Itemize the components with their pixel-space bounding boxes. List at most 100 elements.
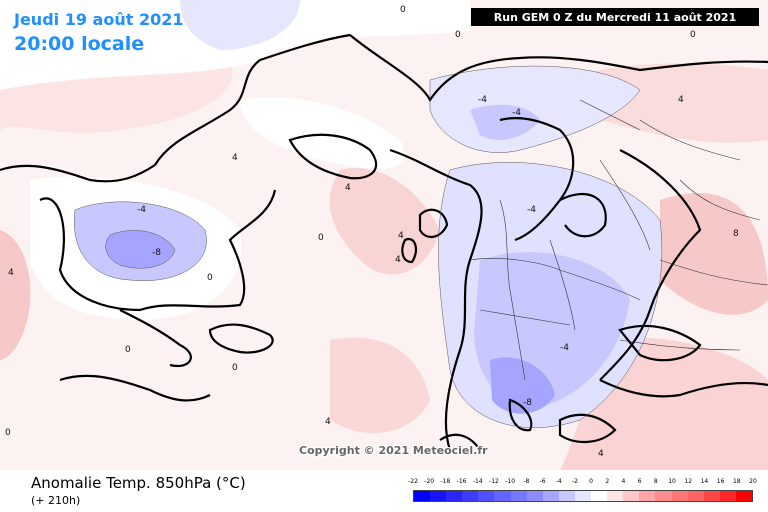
border-line <box>639 119 741 161</box>
color-legend: -22 -20 -18 -16 -14 -12 -10 -8 -6 -4 -2 0 2 4 6 8 10 12 14… <box>408 478 757 508</box>
coastline <box>401 237 418 264</box>
country-borders <box>469 99 768 381</box>
contour-label: 0 <box>207 273 213 283</box>
legend-tick-label: -14 <box>472 478 483 485</box>
legend-swatch <box>703 491 720 501</box>
legend-tick-label: -12 <box>489 478 499 485</box>
legend-tick-label: -22 <box>408 478 418 485</box>
legend-tick-label: -20 <box>424 478 435 485</box>
contour-label: 0 <box>125 345 131 355</box>
warm-anomaly-area <box>0 230 31 360</box>
coastline <box>558 413 617 444</box>
coastline <box>39 189 277 312</box>
legend-tick-label: -16 <box>456 478 467 485</box>
coastline <box>208 323 274 354</box>
contour-label: 4 <box>678 95 684 105</box>
legend-swatch <box>462 491 479 501</box>
legend-tick-label: 0 <box>589 478 594 485</box>
legend-swatch <box>430 491 447 501</box>
border-line <box>619 339 741 351</box>
copyright-notice: Copyright © 2021 Meteociel.fr <box>299 444 488 457</box>
contour-label: 0 <box>455 30 461 40</box>
legend-tick-labels: -22 -20 -18 -16 -14 -12 -10 -8 -6 -4 -2 0 2 4 6 8 10 12 14… <box>408 478 757 488</box>
legend-tick-label: -18 <box>440 478 451 485</box>
contour-label: 0 <box>690 30 696 40</box>
coastline <box>599 379 768 398</box>
legend-swatch <box>655 491 672 501</box>
legend-tick-label: -8 <box>523 478 530 485</box>
border-line <box>499 199 526 381</box>
contour-line <box>74 201 207 281</box>
contour-label: 4 <box>232 153 238 163</box>
border-line <box>579 99 641 131</box>
coastline <box>154 33 351 166</box>
coastline <box>59 374 211 402</box>
legend-swatch <box>719 491 736 501</box>
anomaly-map-svg: -4 -8 0 4 4 4 4 -4 -4 -4 -4 -8 4 8 4 4 4 0 0 0 0 0 0 0 <box>0 0 768 470</box>
contour-label: 4 <box>598 449 604 459</box>
warm-anomaly-area <box>329 168 440 275</box>
contour-label: -4 <box>560 343 569 353</box>
coastline <box>349 34 768 103</box>
contour-label: 8 <box>733 229 739 239</box>
neutral-anomaly-area <box>240 97 404 169</box>
coastline <box>618 324 702 362</box>
legend-tick-label: 16 <box>716 478 725 485</box>
coastlines <box>0 33 768 451</box>
contour-label: 4 <box>398 231 404 241</box>
contour-line <box>429 65 641 153</box>
legend-swatch <box>607 491 624 501</box>
legend-swatch <box>623 491 640 501</box>
lead-time: (+ 210h) <box>31 494 81 507</box>
legend-swatch <box>494 491 511 501</box>
legend-tick-label: 10 <box>668 478 676 485</box>
contour-lines <box>74 65 663 428</box>
contour-label: -8 <box>523 398 532 408</box>
contour-label: -4 <box>137 205 146 215</box>
contour-label: 4 <box>395 255 401 265</box>
legend-swatch <box>591 491 608 501</box>
forecast-map: -4 -8 0 4 4 4 4 -4 -4 -4 -4 -8 4 8 4 4 4 0 0 0 0 0 0 0 Jeudi 19… <box>0 0 768 470</box>
contour-label: 0 <box>318 233 324 243</box>
border-line <box>659 259 768 286</box>
legend-tick-label: 2 <box>605 478 610 485</box>
contour-line <box>105 230 176 269</box>
coastline <box>119 309 192 368</box>
legend-tick-label: 8 <box>653 478 658 485</box>
coastline <box>559 192 607 238</box>
border-line <box>549 239 576 331</box>
legend-swatch <box>478 491 495 501</box>
legend-tick-label: 20 <box>749 478 757 485</box>
valid-date: Jeudi 19 août 2021 <box>14 10 184 29</box>
contour-label: 0 <box>5 428 11 438</box>
contour-label: 4 <box>325 417 331 427</box>
cold-anomaly-area <box>470 104 540 140</box>
border-line <box>679 179 761 221</box>
legend-tick-label: 6 <box>637 478 642 485</box>
coastline <box>418 208 449 238</box>
contour-label: -4 <box>527 205 536 215</box>
legend-swatch <box>526 491 543 501</box>
legend-swatch <box>542 491 559 501</box>
contour-label: -4 <box>478 95 487 105</box>
legend-color-bar <box>413 490 753 502</box>
contour-line <box>438 162 663 428</box>
coastline <box>439 433 481 451</box>
legend-swatch <box>414 491 431 501</box>
contour-label: 4 <box>345 183 351 193</box>
legend-tick-label: -2 <box>571 478 578 485</box>
contour-label: 4 <box>8 268 14 278</box>
legend-tick-label: -10 <box>505 478 516 485</box>
contour-label: 0 <box>232 363 238 373</box>
legend-swatch <box>446 491 463 501</box>
legend-swatch <box>510 491 527 501</box>
cold-anomaly-area <box>105 230 175 269</box>
map-footer: Anomalie Temp. 850hPa (°C) (+ 210h) -22-… <box>0 470 768 512</box>
legend-tick-label: -4 <box>555 478 562 485</box>
contour-label: -4 <box>512 108 521 118</box>
legend-swatch <box>687 491 704 501</box>
legend-tick-label: -6 <box>539 478 546 485</box>
contour-label: 0 <box>400 5 406 15</box>
coastline <box>0 164 156 183</box>
warm-anomaly-area <box>330 337 430 434</box>
